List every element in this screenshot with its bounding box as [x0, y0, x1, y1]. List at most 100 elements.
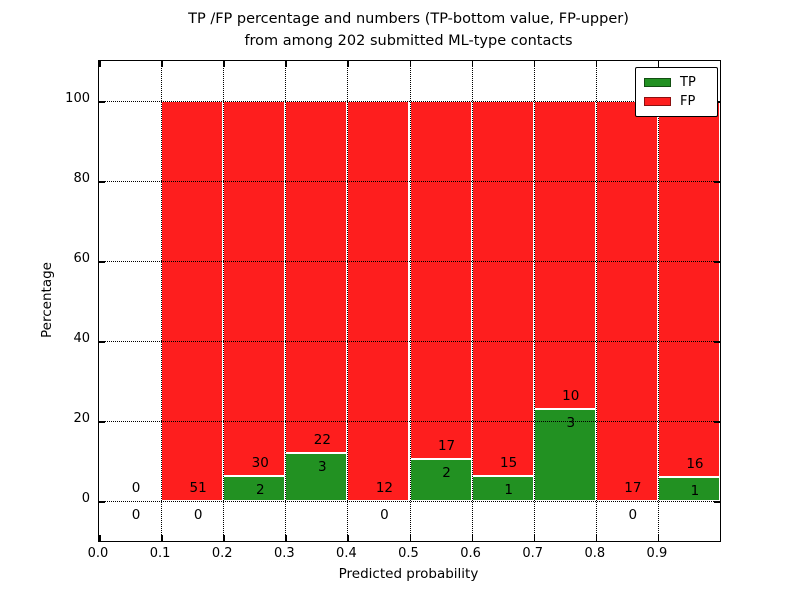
tp-count-label: 1	[504, 482, 513, 498]
y-tick-mark-right	[714, 181, 720, 183]
y-tick-label: 100	[65, 91, 90, 106]
bar-fp	[347, 101, 410, 501]
fp-swatch	[644, 97, 671, 106]
fp-count-label: 12	[375, 480, 394, 496]
x-gridline	[409, 61, 411, 541]
bar-fp	[657, 101, 720, 478]
fp-count-label: 10	[562, 387, 580, 404]
x-gridline	[347, 61, 349, 541]
legend-label: TP	[680, 75, 696, 90]
bar-fp	[533, 101, 596, 409]
x-axis-label: Predicted probability	[338, 566, 479, 582]
chart-title: TP /FP percentage and numbers (TP-bottom…	[98, 8, 719, 52]
legend-item-fp: FP	[644, 92, 710, 111]
x-tick-mark	[595, 535, 598, 541]
x-gridline	[285, 61, 287, 541]
x-tick-mark	[99, 535, 101, 541]
x-tick-label: 0.7	[522, 546, 544, 561]
tp-count-label: 1	[690, 483, 700, 500]
tp-count-label: 3	[318, 459, 327, 475]
plot-area: 0 0 51 0 30 2 22 3 12 0 17 2 15 1 10 3 17 0 16 1 TP FP	[98, 60, 721, 542]
x-tick-label: 0.9	[646, 546, 668, 561]
y-tick-mark	[99, 341, 105, 343]
x-tick-mark-top	[409, 61, 411, 67]
x-tick-mark-top	[347, 61, 349, 67]
tp-count-label: 0	[380, 507, 389, 523]
tp-count-label: 3	[566, 414, 576, 431]
x-tick-label: 0.1	[149, 546, 171, 561]
legend: TP FP	[635, 67, 718, 117]
x-tick-label: 0.3	[273, 546, 295, 561]
y-tick-mark	[99, 181, 105, 183]
x-tick-mark-top	[285, 61, 287, 67]
chart-title-line2: from among 202 submitted ML-type contact…	[244, 33, 573, 49]
tp-count-label: 0	[628, 507, 638, 523]
x-gridline	[657, 61, 659, 541]
chart-title-line1: TP /FP percentage and numbers (TP-bottom…	[188, 11, 629, 27]
y-tick-mark	[99, 261, 105, 263]
x-tick-mark	[347, 535, 349, 541]
x-gridline	[161, 61, 163, 541]
x-tick-mark	[223, 535, 225, 541]
bar-fp	[285, 101, 348, 453]
x-tick-label: 0.2	[211, 546, 233, 561]
x-tick-mark	[285, 535, 287, 541]
y-tick-label: 80	[73, 171, 90, 186]
x-tick-mark	[161, 535, 163, 541]
x-tick-label: 0.5	[398, 546, 419, 561]
y-tick-mark	[99, 421, 105, 423]
fp-count-label: 16	[686, 456, 704, 473]
x-tick-mark	[409, 535, 411, 541]
x-tick-mark-top	[595, 61, 598, 67]
fp-count-label: 0	[131, 480, 141, 496]
fp-count-label: 22	[313, 432, 331, 448]
tp-count-label: 0	[193, 507, 203, 523]
x-tick-mark	[471, 535, 474, 541]
y-tick-mark-right	[714, 341, 720, 343]
y-tick-mark	[99, 501, 105, 503]
fp-count-label: 15	[500, 455, 518, 471]
x-gridline	[223, 61, 225, 541]
x-gridline	[471, 61, 473, 541]
y-tick-mark-right	[714, 421, 720, 423]
x-tick-mark-top	[533, 61, 536, 67]
x-tick-label: 0.4	[336, 546, 357, 561]
y-tick-mark-right	[714, 501, 720, 503]
bar-tp	[533, 408, 596, 501]
x-tick-label: 0.6	[460, 546, 481, 561]
x-tick-mark-top	[161, 61, 163, 67]
tp-count-label: 0	[131, 507, 141, 523]
x-tick-mark	[533, 535, 536, 541]
x-tick-mark-top	[471, 61, 474, 67]
y-tick-label: 20	[73, 411, 90, 426]
tp-count-label: 2	[255, 482, 265, 498]
bar-tp	[471, 476, 534, 501]
x-tick-label: 0.0	[87, 546, 109, 561]
x-tick-mark-top	[223, 61, 225, 67]
grid-layer	[99, 61, 720, 541]
y-axis-label: Percentage	[39, 262, 55, 338]
x-tick-mark	[657, 535, 660, 541]
y-tick-mark	[99, 101, 105, 103]
annotations-layer: 0 0 51 0 30 2 22 3 12 0 17 2 15 1 10 3 17 0 16 1	[99, 61, 720, 541]
x-tick-label: 0.8	[584, 546, 606, 561]
tp-count-label: 2	[442, 464, 451, 481]
x-gridline	[533, 61, 535, 541]
x-tick-mark-top	[99, 61, 101, 67]
bar-tp	[409, 458, 472, 501]
legend-label: FP	[680, 94, 696, 109]
tp-swatch	[644, 78, 671, 87]
fp-count-label: 17	[624, 480, 642, 496]
y-tick-mark-right	[714, 261, 720, 263]
fp-count-label: 51	[189, 480, 207, 496]
fp-count-label: 30	[251, 455, 269, 471]
y-tick-label: 60	[73, 251, 90, 266]
x-tick-mark-top	[657, 61, 660, 67]
y-tick-label: 40	[73, 331, 90, 346]
x-gridline	[595, 61, 597, 541]
y-tick-label: 0	[81, 491, 90, 506]
bar-fp	[223, 101, 286, 476]
legend-item-tp: TP	[644, 73, 710, 92]
fp-count-label: 17	[437, 437, 456, 454]
